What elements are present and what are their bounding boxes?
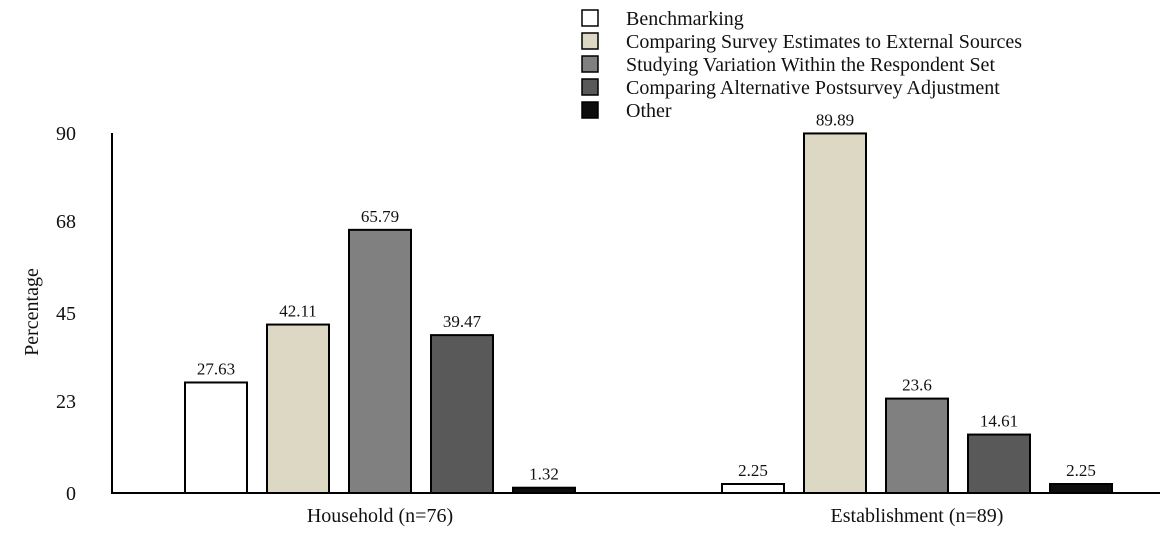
legend-label: Studying Variation Within the Respondent… (626, 54, 995, 76)
bar (721, 483, 785, 494)
bar-labels: 27.63 42.11 65.79 39.47 1.32 2.25 89.89 23.6 14.… (197, 110, 1096, 483)
legend-swatch (581, 32, 599, 50)
y-tick-label: 23 (56, 391, 76, 413)
bar (803, 132, 867, 494)
y-tick-label: 0 (66, 483, 76, 505)
data-label: 39.47 (443, 312, 482, 331)
y-axis-label: Percentage (21, 268, 43, 356)
x-tick-label: Household (n=76) (307, 505, 453, 527)
legend-label: Comparing Alternative Postsurvey Adjustm… (626, 77, 1000, 99)
data-label: 23.6 (902, 376, 932, 395)
data-label: 89.89 (816, 110, 854, 129)
bar (512, 486, 576, 495)
legend-label: Comparing Survey Estimates to External S… (626, 31, 1022, 53)
bar (967, 433, 1031, 494)
data-label: 42.11 (279, 302, 317, 321)
data-label: 2.25 (1066, 461, 1096, 480)
bar (885, 397, 949, 495)
bar (1049, 483, 1113, 494)
data-label: 1.32 (529, 465, 559, 484)
y-tick-label: 45 (56, 303, 76, 325)
legend-swatch (581, 9, 599, 27)
x-tick-label: Establishment (n=89) (831, 505, 1004, 527)
data-label: 65.79 (361, 207, 399, 226)
data-label: 14.61 (980, 412, 1018, 431)
legend-swatch (581, 101, 599, 119)
y-tick-label: 90 (56, 123, 76, 145)
bar (348, 228, 412, 494)
bars (184, 132, 1113, 495)
bar (430, 334, 494, 494)
data-label: 2.25 (738, 461, 768, 480)
legend-swatch (581, 55, 599, 73)
data-label: 27.63 (197, 359, 235, 378)
bar (184, 381, 248, 495)
bar (266, 323, 330, 494)
legend-label: Benchmarking (626, 8, 744, 30)
legend-swatch (581, 78, 599, 96)
legend-label: Other (626, 100, 672, 122)
y-tick-label: 68 (56, 211, 76, 233)
